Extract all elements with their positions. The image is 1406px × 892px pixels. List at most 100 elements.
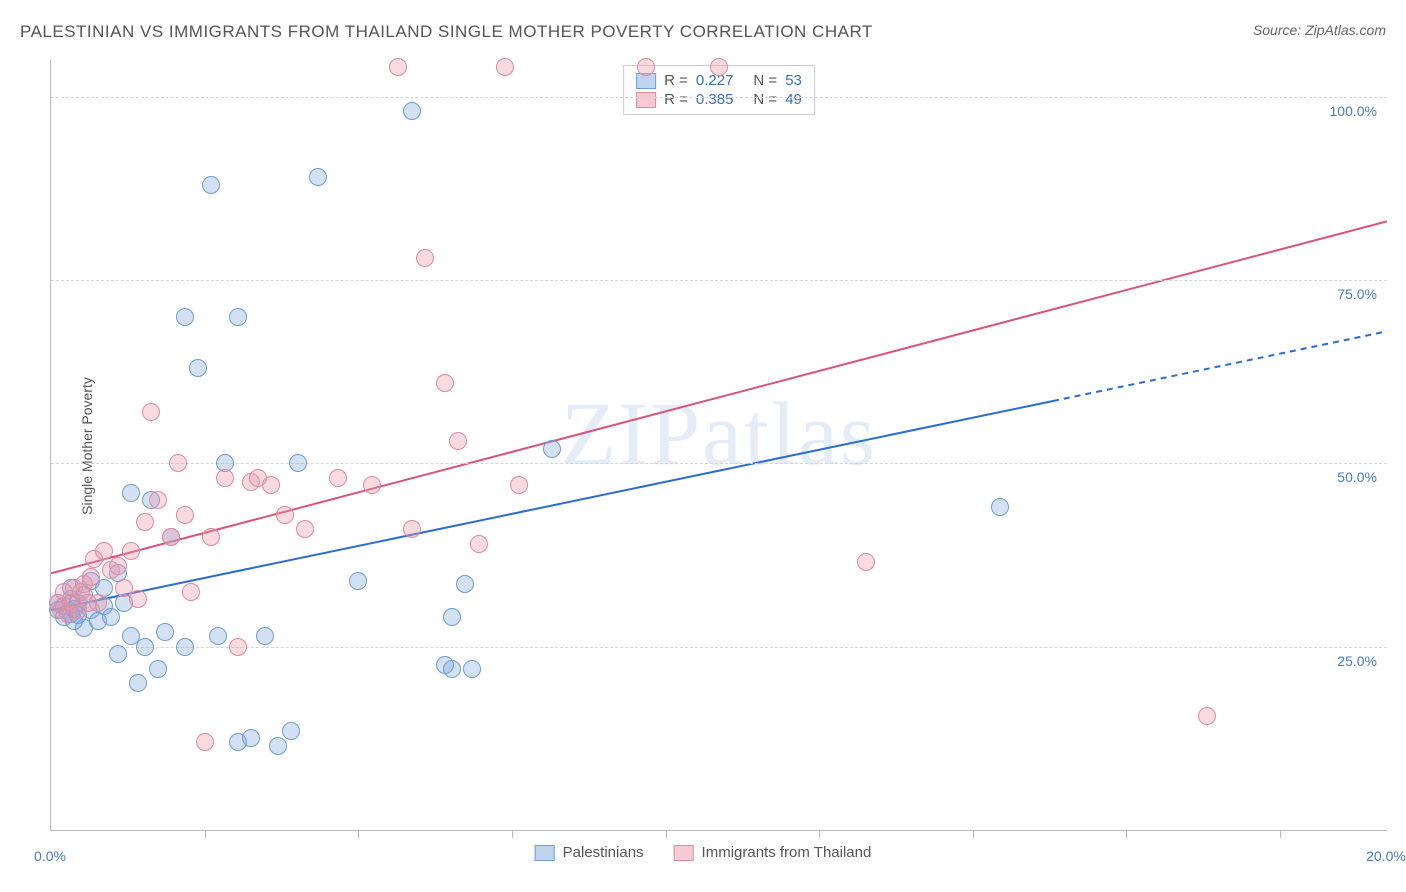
x-tick-label: 0.0% bbox=[34, 848, 66, 864]
trend-lines-layer bbox=[51, 60, 1387, 830]
data-point-palestinians bbox=[202, 176, 220, 194]
legend-n-value-blue: 53 bbox=[785, 72, 802, 89]
data-point-palestinians bbox=[156, 623, 174, 641]
x-tick bbox=[1280, 830, 1281, 838]
data-point-thailand bbox=[109, 557, 127, 575]
legend-n-label: N = bbox=[753, 91, 777, 108]
data-point-thailand bbox=[389, 58, 407, 76]
trend-line-dashed bbox=[1053, 331, 1387, 401]
chart-title: PALESTINIAN VS IMMIGRANTS FROM THAILAND … bbox=[20, 22, 873, 42]
data-point-palestinians bbox=[456, 575, 474, 593]
legend-swatch-pink bbox=[636, 92, 656, 108]
data-point-palestinians bbox=[129, 674, 147, 692]
data-point-palestinians bbox=[349, 572, 367, 590]
data-point-palestinians bbox=[109, 645, 127, 663]
data-point-thailand bbox=[262, 476, 280, 494]
data-point-palestinians bbox=[209, 627, 227, 645]
data-point-palestinians bbox=[136, 638, 154, 656]
data-point-thailand bbox=[142, 403, 160, 421]
data-point-palestinians bbox=[463, 660, 481, 678]
legend-r-label: R = bbox=[664, 91, 688, 108]
data-point-thailand bbox=[276, 506, 294, 524]
data-point-palestinians bbox=[443, 608, 461, 626]
data-point-thailand bbox=[296, 520, 314, 538]
data-point-palestinians bbox=[102, 608, 120, 626]
x-tick bbox=[819, 830, 820, 838]
data-point-thailand bbox=[363, 476, 381, 494]
data-point-palestinians bbox=[443, 660, 461, 678]
data-point-palestinians bbox=[991, 498, 1009, 516]
data-point-thailand bbox=[122, 542, 140, 560]
legend-label: Immigrants from Thailand bbox=[702, 844, 872, 861]
legend-swatch-pink bbox=[674, 845, 694, 861]
gridline bbox=[51, 647, 1387, 648]
data-point-palestinians bbox=[189, 359, 207, 377]
data-point-thailand bbox=[637, 58, 655, 76]
data-point-thailand bbox=[510, 476, 528, 494]
x-tick bbox=[1126, 830, 1127, 838]
trend-line bbox=[51, 221, 1387, 573]
legend-label: Palestinians bbox=[563, 844, 644, 861]
data-point-palestinians bbox=[122, 484, 140, 502]
data-point-thailand bbox=[82, 568, 100, 586]
data-point-thailand bbox=[229, 638, 247, 656]
legend-n-label: N = bbox=[753, 72, 777, 89]
trend-line bbox=[51, 401, 1053, 610]
data-point-thailand bbox=[196, 733, 214, 751]
data-point-thailand bbox=[89, 594, 107, 612]
gridline bbox=[51, 97, 1387, 98]
data-point-thailand bbox=[416, 249, 434, 267]
data-point-palestinians bbox=[269, 737, 287, 755]
source-attribution: Source: ZipAtlas.com bbox=[1253, 22, 1386, 38]
data-point-thailand bbox=[857, 553, 875, 571]
data-point-thailand bbox=[403, 520, 421, 538]
x-tick bbox=[666, 830, 667, 838]
data-point-thailand bbox=[129, 590, 147, 608]
x-tick bbox=[973, 830, 974, 838]
data-point-thailand bbox=[329, 469, 347, 487]
data-point-thailand bbox=[136, 513, 154, 531]
data-point-palestinians bbox=[149, 660, 167, 678]
data-point-thailand bbox=[202, 528, 220, 546]
data-point-thailand bbox=[149, 491, 167, 509]
legend-r-label: R = bbox=[664, 72, 688, 89]
data-point-thailand bbox=[710, 58, 728, 76]
data-point-palestinians bbox=[229, 308, 247, 326]
data-point-thailand bbox=[176, 506, 194, 524]
data-point-palestinians bbox=[309, 168, 327, 186]
data-point-thailand bbox=[449, 432, 467, 450]
scatter-plot-area: ZIPatlas R = 0.227 N = 53 R = 0.385 N = … bbox=[50, 60, 1387, 831]
legend-swatch-blue bbox=[535, 845, 555, 861]
data-point-thailand bbox=[436, 374, 454, 392]
data-point-thailand bbox=[496, 58, 514, 76]
data-point-palestinians bbox=[176, 308, 194, 326]
legend-r-value-pink: 0.385 bbox=[696, 91, 734, 108]
data-point-thailand bbox=[169, 454, 187, 472]
x-tick bbox=[205, 830, 206, 838]
y-tick-label: 75.0% bbox=[1337, 286, 1377, 302]
data-point-palestinians bbox=[256, 627, 274, 645]
series-legend: Palestinians Immigrants from Thailand bbox=[535, 844, 872, 861]
data-point-palestinians bbox=[403, 102, 421, 120]
data-point-palestinians bbox=[176, 638, 194, 656]
y-tick-label: 25.0% bbox=[1337, 653, 1377, 669]
data-point-thailand bbox=[162, 528, 180, 546]
x-tick bbox=[358, 830, 359, 838]
data-point-palestinians bbox=[543, 440, 561, 458]
data-point-thailand bbox=[182, 583, 200, 601]
legend-n-value-pink: 49 bbox=[785, 91, 802, 108]
watermark: ZIPatlas bbox=[561, 383, 877, 486]
data-point-palestinians bbox=[242, 729, 260, 747]
gridline bbox=[51, 463, 1387, 464]
data-point-thailand bbox=[470, 535, 488, 553]
x-tick bbox=[512, 830, 513, 838]
gridline bbox=[51, 280, 1387, 281]
data-point-thailand bbox=[95, 542, 113, 560]
data-point-thailand bbox=[1198, 707, 1216, 725]
y-tick-label: 50.0% bbox=[1337, 469, 1377, 485]
legend-row-pink: R = 0.385 N = 49 bbox=[636, 91, 802, 108]
y-tick-label: 100.0% bbox=[1330, 103, 1377, 119]
data-point-thailand bbox=[216, 469, 234, 487]
data-point-palestinians bbox=[289, 454, 307, 472]
x-tick-label: 20.0% bbox=[1366, 848, 1406, 864]
